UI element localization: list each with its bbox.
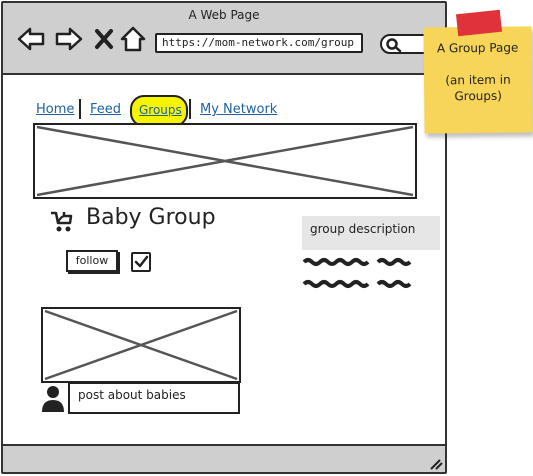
group-description-label: group description (302, 216, 440, 250)
sticky-note-text: A Group Page (an item in Groups) (424, 39, 533, 104)
search-icon (386, 38, 402, 53)
sticky-note: A Group Page (an item in Groups) (423, 26, 533, 134)
text-scribble (302, 280, 412, 288)
banner-image-placeholder (33, 123, 417, 199)
sticky-note-line: A Group Page (436, 40, 519, 56)
nav-divider (79, 99, 81, 119)
sticky-note-line: Groups) (454, 88, 502, 104)
forward-arrow-icon[interactable] (53, 25, 85, 53)
sticky-note-tape (455, 9, 503, 37)
close-icon[interactable] (93, 25, 115, 53)
check-icon (134, 255, 149, 268)
nav-divider (189, 99, 191, 119)
user-avatar-icon (42, 386, 64, 412)
follow-button[interactable]: follow (66, 250, 118, 272)
nav-link-home[interactable]: Home (36, 102, 75, 117)
back-arrow-icon[interactable] (15, 25, 47, 53)
nav-link-my-network[interactable]: My Network (200, 102, 278, 117)
image-placeholder-cross (36, 125, 414, 197)
text-scribble (302, 258, 412, 266)
stroller-icon (51, 211, 73, 232)
window-title: A Web Page (188, 8, 260, 22)
post-text: post about babies (68, 382, 240, 414)
follow-checkbox[interactable] (131, 252, 151, 272)
home-icon[interactable] (119, 25, 147, 53)
active-tab-highlight (130, 95, 188, 127)
browser-titlebar: A Web Page https://mom-network.com/group (3, 3, 445, 75)
group-title: Baby Group (86, 205, 216, 230)
post-image-placeholder (41, 307, 241, 383)
nav-link-feed[interactable]: Feed (90, 102, 122, 117)
sticky-note-line: (an item in (445, 72, 511, 88)
address-bar[interactable]: https://mom-network.com/group (155, 33, 363, 53)
nav-link-groups[interactable]: Groups (139, 103, 182, 117)
image-placeholder-cross (44, 309, 238, 381)
